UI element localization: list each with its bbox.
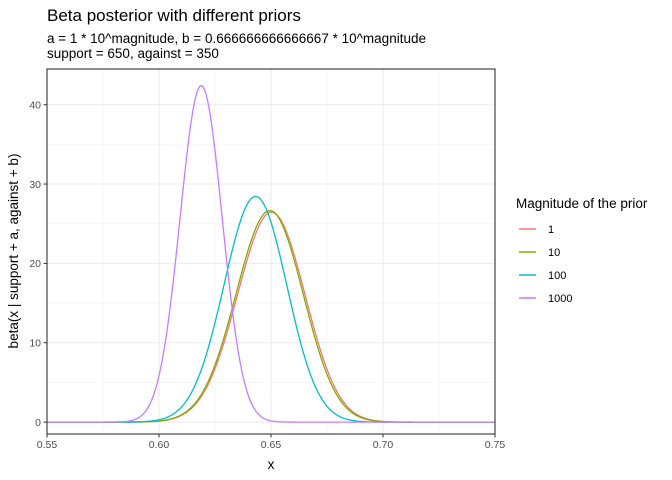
x-tick-label: 0.55 xyxy=(37,439,58,451)
chart-subtitle-line-1: a = 1 * 10^magnitude, b = 0.666666666666… xyxy=(47,31,426,46)
y-tick-label: 30 xyxy=(29,179,41,191)
legend: Magnitude of the prior 1 10 100 1000 xyxy=(516,196,648,305)
chart-title: Beta posterior with different priors xyxy=(47,6,301,25)
x-axis-title: x xyxy=(268,457,275,472)
legend-label-100: 100 xyxy=(548,270,566,282)
x-tick-label: 0.60 xyxy=(149,439,170,451)
y-tick-label: 0 xyxy=(35,417,41,429)
y-tick-label: 40 xyxy=(29,100,41,112)
chart-subtitle-line-2: support = 650, against = 350 xyxy=(47,46,219,61)
x-tick-label: 0.70 xyxy=(373,439,394,451)
legend-title: Magnitude of the prior xyxy=(516,196,648,211)
y-axis-title: beta(x | support + a, against + b) xyxy=(6,154,21,349)
legend-label-1: 1 xyxy=(548,224,554,236)
series-line-1000 xyxy=(47,84,495,423)
plot-area: 0.55 0.60 0.65 0.70 0.75 0 10 20 30 40 xyxy=(29,68,506,451)
y-tick-label: 10 xyxy=(29,338,41,350)
legend-label-1000: 1000 xyxy=(548,293,572,305)
x-tick-label: 0.65 xyxy=(261,439,282,451)
x-tick-label: 0.75 xyxy=(485,439,506,451)
legend-label-10: 10 xyxy=(548,247,560,259)
y-tick-label: 20 xyxy=(29,258,41,270)
